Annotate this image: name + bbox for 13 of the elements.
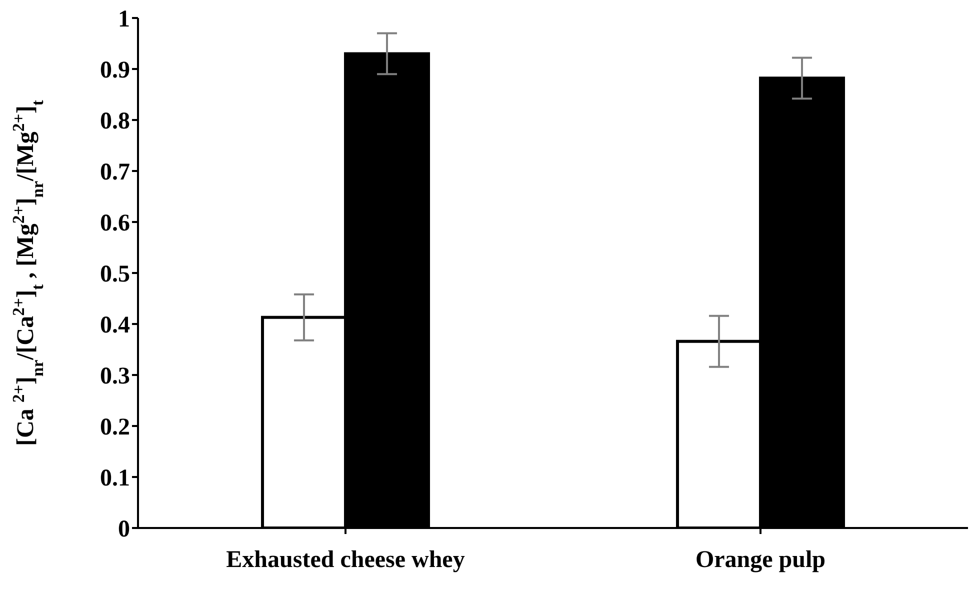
y-tick-label: 0.9 (100, 58, 130, 84)
x-tick-label: Orange pulp (695, 547, 826, 574)
y-tick-label: 0.6 (100, 210, 130, 237)
y-tick-label: 0.5 (100, 262, 130, 288)
y-tick-label: 0.7 (100, 160, 130, 186)
y-tick-label: 0.1 (100, 466, 130, 492)
y-tick-label: 0.3 (100, 364, 130, 390)
y-tick-label: 0.8 (100, 108, 130, 135)
y-tick-label: 0.4 (100, 312, 130, 339)
y-tick-label: 1 (118, 6, 130, 33)
y-tick-label: 0 (118, 516, 130, 543)
y-tick-label: 0.2 (100, 414, 130, 441)
x-tick-label: Exhausted cheese whey (226, 547, 465, 574)
